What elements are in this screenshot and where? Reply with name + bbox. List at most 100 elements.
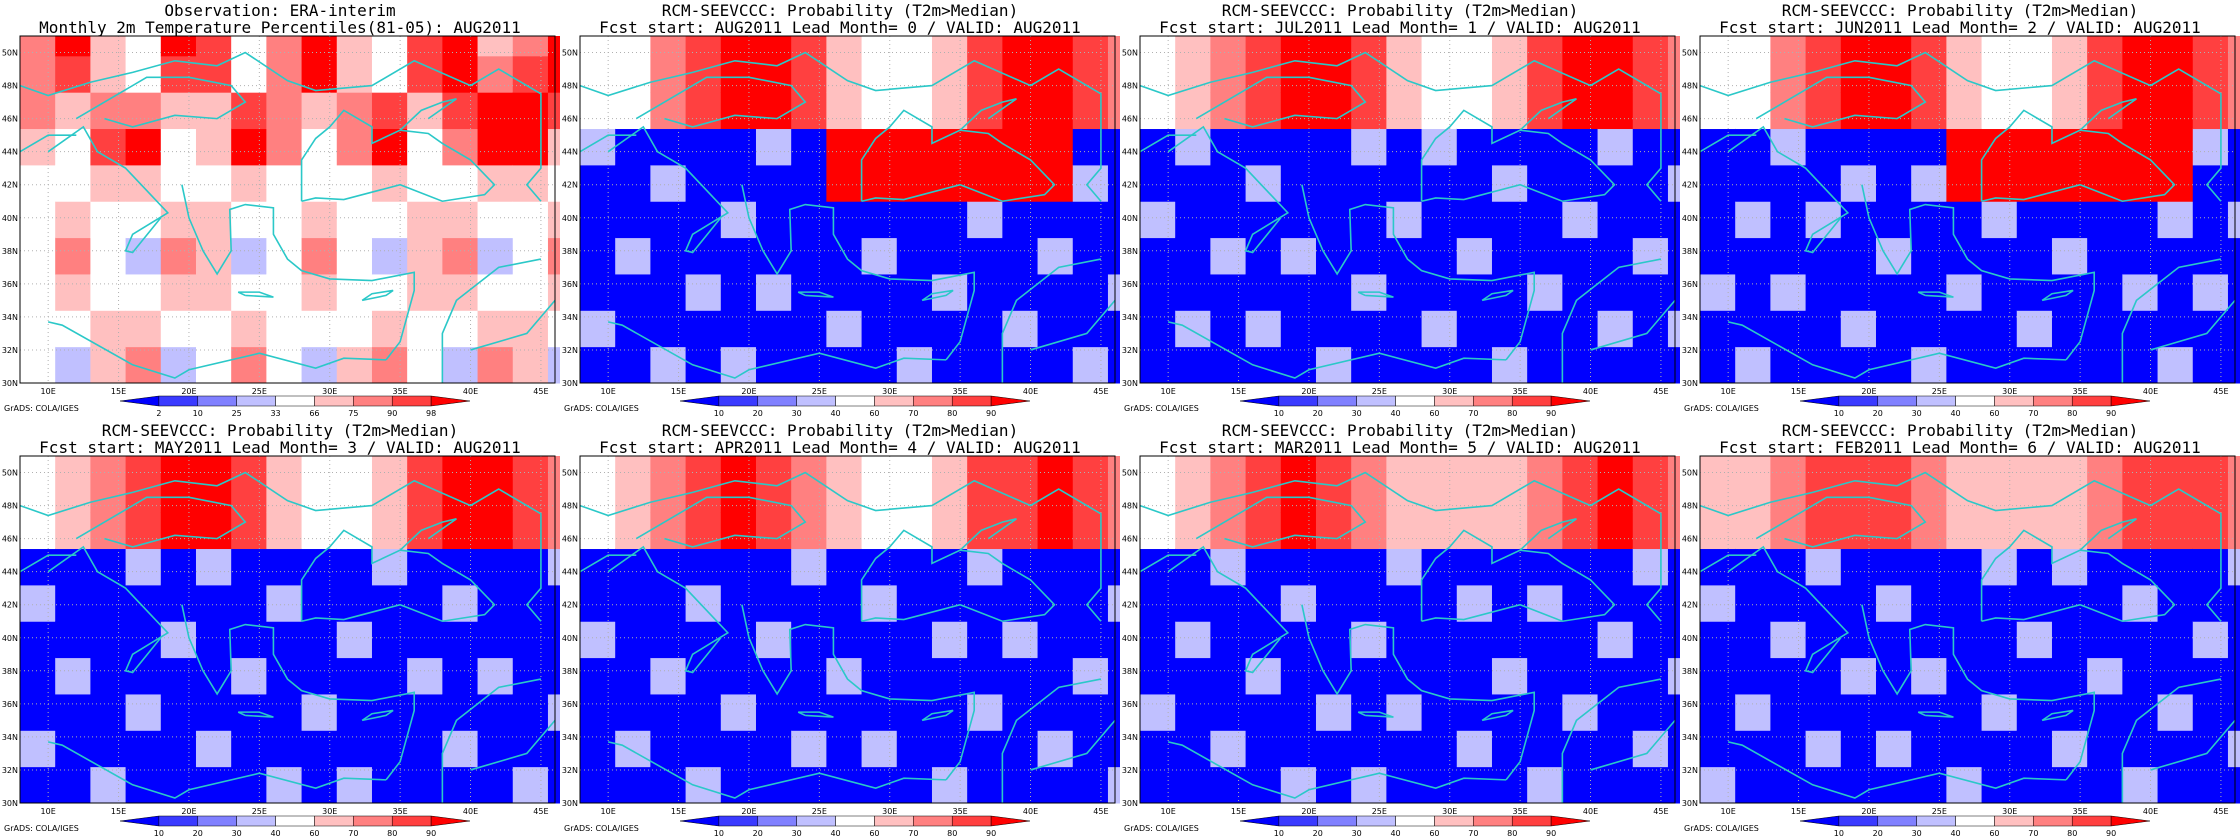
heatmap-cell [371, 164, 408, 202]
heatmap-cell [1037, 766, 1074, 804]
panel-title: RCM-SEEVCCC: Probability (T2m>Median) [101, 421, 459, 440]
heatmap-cell [2087, 584, 2123, 622]
heatmap-cell [1175, 55, 1211, 93]
heatmap-cell [547, 128, 560, 166]
heatmap-cell [1770, 475, 1807, 513]
heatmap-cell [1421, 621, 1458, 659]
heatmap-cell [1386, 475, 1423, 513]
heatmap-cell [2227, 92, 2240, 130]
heatmap-cell [90, 657, 127, 695]
colorbar-label: 90 [2106, 829, 2116, 838]
heatmap-cell [1351, 657, 1387, 695]
coastline [2121, 678, 2222, 803]
colorbar-swatch [951, 395, 992, 407]
heatmap-cell [1107, 657, 1120, 695]
colorbar-swatch [796, 395, 836, 407]
heatmap-cell [442, 164, 479, 202]
heatmap-cell [2122, 55, 2159, 93]
heatmap-cell [1002, 456, 1039, 477]
heatmap-cell [1527, 36, 1563, 57]
heatmap-cell [266, 201, 303, 239]
coastline [441, 678, 542, 803]
y-tick-label: 50N [562, 49, 578, 58]
heatmap-cell [512, 475, 549, 513]
heatmap-cell [442, 36, 479, 57]
heatmap-cell [512, 273, 549, 311]
heatmap-cell [1805, 512, 1842, 550]
heatmap-cell [931, 92, 968, 130]
heatmap-cell [931, 766, 968, 804]
heatmap-cell [1351, 55, 1387, 93]
y-tick-label: 42N [1682, 601, 1698, 610]
heatmap-cell [160, 128, 197, 166]
coastline [2150, 719, 2236, 771]
heatmap-cell [1072, 346, 1109, 384]
y-tick-label: 50N [2, 49, 18, 58]
heatmap-cell [266, 310, 303, 348]
heatmap-cell [1805, 693, 1842, 731]
heatmap-cell [1562, 584, 1599, 622]
colorbar-swatch [2071, 395, 2112, 407]
colorbar-label: 75 [348, 409, 358, 418]
colorbar-swatch [353, 395, 393, 407]
heatmap-cell [1632, 201, 1669, 239]
heatmap-cell [512, 128, 549, 166]
heatmap-cell [615, 164, 651, 202]
heatmap-cell [407, 621, 443, 659]
heatmap-cell [1280, 584, 1317, 622]
heatmap-cell [1491, 310, 1528, 348]
heatmap-cell [826, 730, 863, 768]
y-tick-label: 34N [1122, 733, 1138, 742]
colorbar-swatch [314, 395, 354, 407]
map-plot: 10E 15E 20E 25E 30E 35E 40E 45E30N32N34N36N38N4… [1122, 35, 1680, 418]
heatmap-cell [1107, 55, 1120, 93]
colorbar-swatch [1877, 815, 1917, 827]
heatmap-cell [1770, 310, 1807, 348]
heatmap-cell [2016, 548, 2053, 586]
heatmap-cell [266, 730, 303, 768]
panel-title: RCM-SEEVCCC: Probability (T2m>Median) [1781, 1, 2139, 20]
heatmap-cell [2227, 346, 2240, 384]
heatmap-cell [1107, 584, 1120, 622]
heatmap-cell [755, 548, 792, 586]
heatmap-cell [755, 766, 792, 804]
heatmap-cell [1107, 273, 1120, 311]
heatmap-cell [547, 512, 560, 550]
coastline [1167, 125, 1290, 254]
heatmap-cell [931, 657, 968, 695]
heatmap-cell [1840, 128, 1877, 166]
coastline [1727, 125, 1850, 254]
coastline [1590, 719, 1676, 771]
heatmap-cell [512, 657, 549, 695]
heatmap-cell [1632, 237, 1669, 275]
heatmap-cell [615, 55, 651, 93]
heatmap-cell [615, 584, 651, 622]
heatmap-cell [1735, 310, 1771, 348]
heatmap-cell [1735, 237, 1771, 275]
credit-text: GrADS: COLA/IGES [1684, 824, 1759, 833]
y-tick-label: 38N [562, 667, 578, 676]
credit-text: GrADS: COLA/IGES [1124, 824, 1199, 833]
heatmap-cell [2157, 36, 2194, 57]
colorbar-swatch [1994, 815, 2034, 827]
heatmap-cell [1386, 128, 1423, 166]
heatmap-cell [231, 237, 267, 275]
panel-subtitle: Fcst start: MAY2011 Lead Month= 3 / VALI… [39, 438, 521, 457]
heatmap-cell [547, 55, 560, 93]
heatmap-cell [2087, 766, 2123, 804]
coastline [19, 471, 542, 622]
heatmap-cell [1072, 55, 1109, 93]
coastline [1030, 299, 1116, 351]
heatmap-cell [1597, 237, 1634, 275]
heatmap-cell [826, 201, 863, 239]
y-tick-label: 38N [1682, 667, 1698, 676]
heatmap-cell [301, 237, 338, 275]
heatmap-cell [1840, 657, 1877, 695]
colorbar-label: 10 [714, 829, 724, 838]
coastline [1001, 258, 1102, 383]
coastline [1861, 604, 2096, 781]
heatmap-cell [2157, 456, 2194, 477]
heatmap-cell [442, 621, 479, 659]
heatmap-cell [1527, 128, 1563, 166]
heatmap-cell [1351, 36, 1387, 57]
